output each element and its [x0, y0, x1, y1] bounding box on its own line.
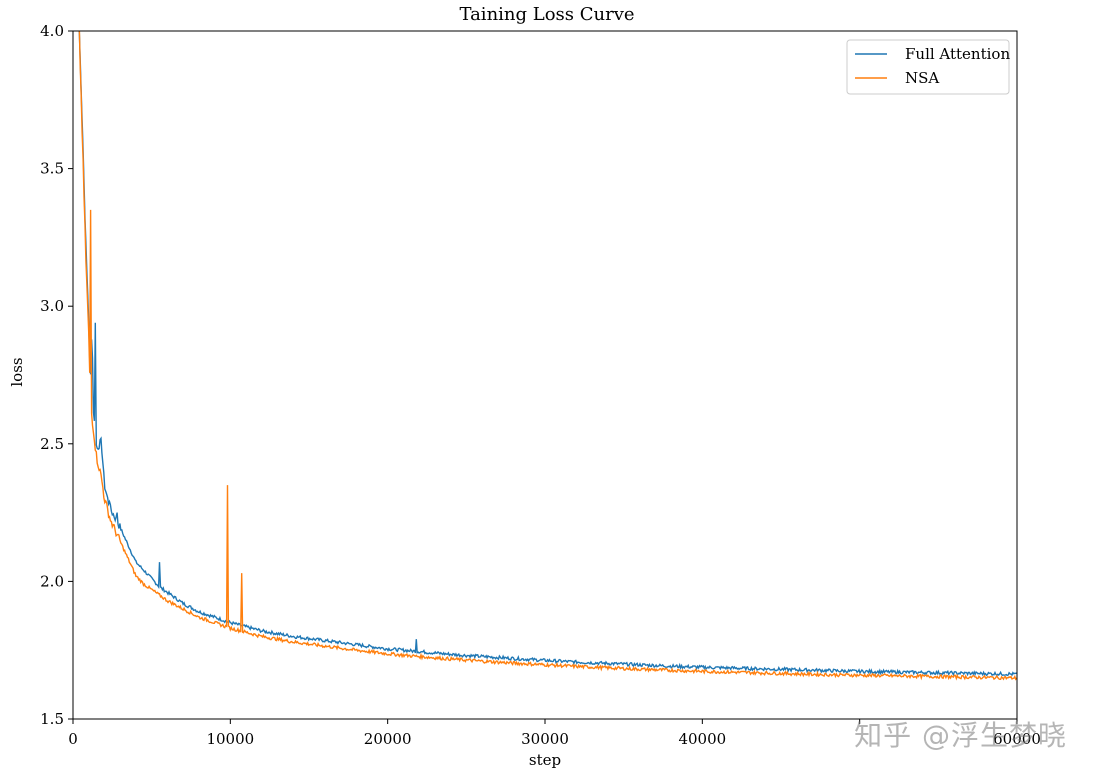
watermark: 知乎 @浮生梦晓 [854, 719, 1067, 752]
x-tick-label: 60000 [993, 730, 1041, 748]
y-tick-label: 3.0 [40, 297, 64, 315]
series-line-0 [78, 31, 1017, 677]
y-axis-label: loss [8, 357, 26, 386]
x-tick-label: 0 [68, 730, 78, 748]
x-tick-label: 30000 [521, 730, 569, 748]
x-axis-label: step [529, 751, 561, 769]
legend-label-1: NSA [905, 69, 939, 87]
series-line-1 [78, 31, 1017, 681]
plot-area [78, 31, 1017, 681]
chart-title: Taining Loss Curve [459, 4, 634, 25]
y-tick-label: 3.5 [40, 160, 64, 178]
x-tick-label: 10000 [206, 730, 254, 748]
x-tick-label: 40000 [678, 730, 726, 748]
x-axis: 0 10000 20000 30000 40000 60000 [68, 719, 1041, 748]
legend-box [846, 39, 1010, 95]
y-tick-label: 1.5 [40, 710, 64, 728]
y-tick-label: 4.0 [40, 22, 64, 40]
y-tick-label: 2.0 [40, 572, 64, 590]
y-tick-label: 2.5 [40, 435, 64, 453]
x-tick-label: 20000 [364, 730, 412, 748]
y-axis: 1.5 2.0 2.5 3.0 3.5 4.0 [40, 22, 73, 728]
legend-label-0: Full Attention [905, 45, 1010, 63]
legend: Full Attention NSA [846, 39, 1010, 95]
